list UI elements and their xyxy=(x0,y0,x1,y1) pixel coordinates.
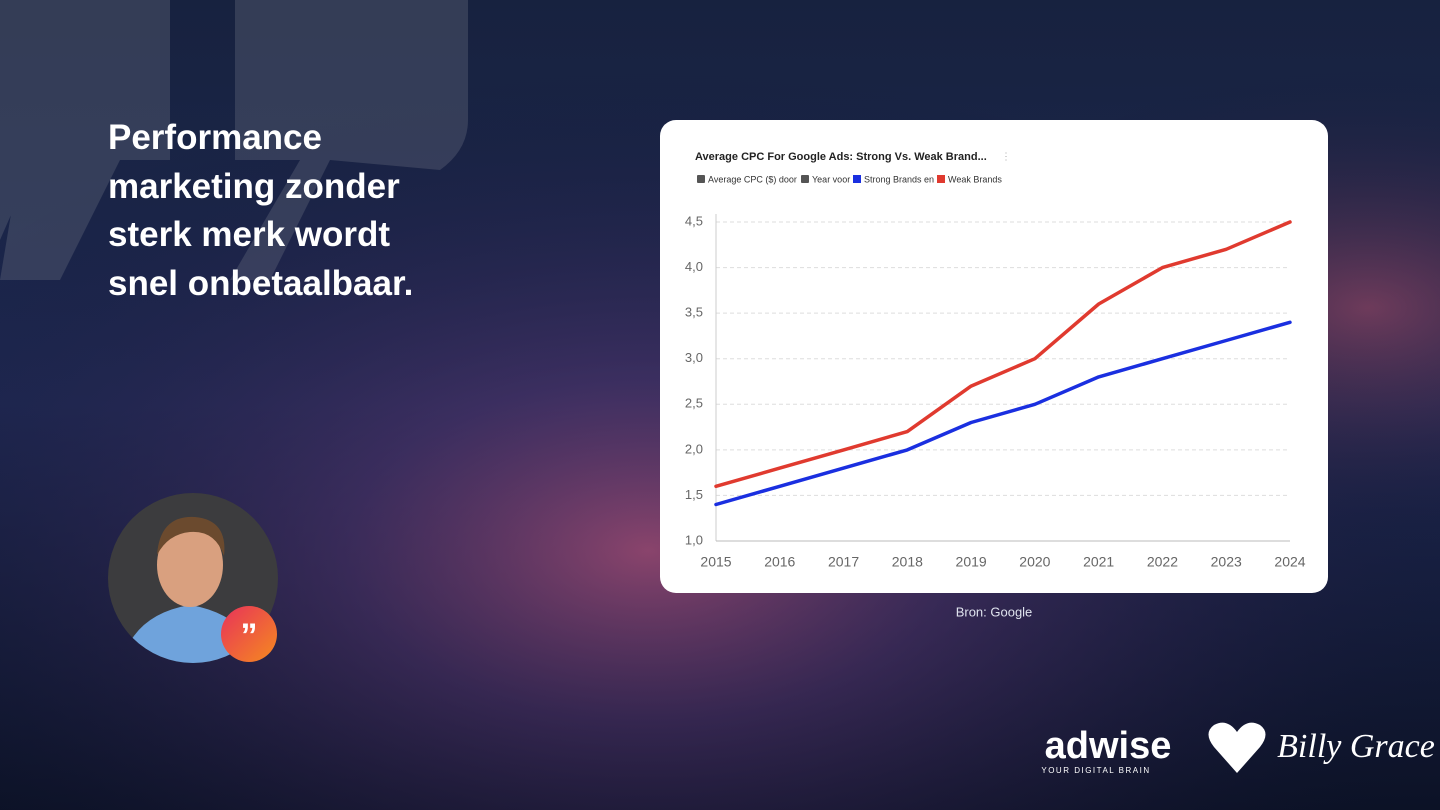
legend-icon xyxy=(697,175,705,183)
series-line xyxy=(714,320,1292,507)
x-tick-label: 2021 xyxy=(1083,554,1114,570)
legend-swatch xyxy=(937,175,945,183)
y-tick-label: 3,0 xyxy=(685,350,703,365)
x-tick-label: 2024 xyxy=(1274,554,1305,570)
quote: Performance marketing zonder sterk merk … xyxy=(108,118,414,303)
x-tick-label: 2020 xyxy=(1019,554,1050,570)
legend-label: Weak Brands xyxy=(948,174,1002,184)
y-tick-label: 3,5 xyxy=(685,305,703,320)
quote-badge xyxy=(221,606,277,662)
menu-icon: ⋮ xyxy=(1001,152,1011,163)
y-tick-label: 1,0 xyxy=(685,532,703,547)
series-line xyxy=(714,220,1292,489)
x-axis-label: Year voor xyxy=(812,174,850,184)
source: Bron: Google xyxy=(956,604,1033,619)
y-tick-label: 1,5 xyxy=(685,487,703,502)
adwise-tagline: YOUR DIGITAL BRAIN xyxy=(1041,766,1150,775)
x-tick-label: 2022 xyxy=(1147,554,1178,570)
x-tick-label: 2019 xyxy=(956,554,987,570)
y-tick-label: 4,5 xyxy=(685,213,703,228)
adwise-logo: adwise xyxy=(1045,725,1172,767)
y-tick-label: 2,5 xyxy=(685,396,703,411)
legend-label: Strong Brands en xyxy=(864,174,934,184)
y-axis-label: Average CPC ($) door xyxy=(708,174,797,184)
quote-mark xyxy=(230,0,468,280)
y-tick-label: 2,0 xyxy=(685,441,703,456)
legend-icon xyxy=(801,175,809,183)
x-tick-label: 2018 xyxy=(892,554,923,570)
x-tick-label: 2023 xyxy=(1211,554,1242,570)
chart-card xyxy=(660,120,1328,593)
x-tick-label: 2015 xyxy=(700,554,731,570)
x-tick-label: 2017 xyxy=(828,554,859,570)
badge-icon: ” xyxy=(241,617,258,655)
legend-swatch xyxy=(853,175,861,183)
heart xyxy=(1208,722,1266,773)
avatar xyxy=(108,493,278,663)
x-tick-label: 2016 xyxy=(764,554,795,570)
chart-title: Average CPC For Google Ads: Strong Vs. W… xyxy=(695,151,987,163)
quote-mark xyxy=(0,0,170,280)
partner-logo: Billy Grace xyxy=(1277,728,1435,765)
y-tick-label: 4,0 xyxy=(685,259,703,274)
